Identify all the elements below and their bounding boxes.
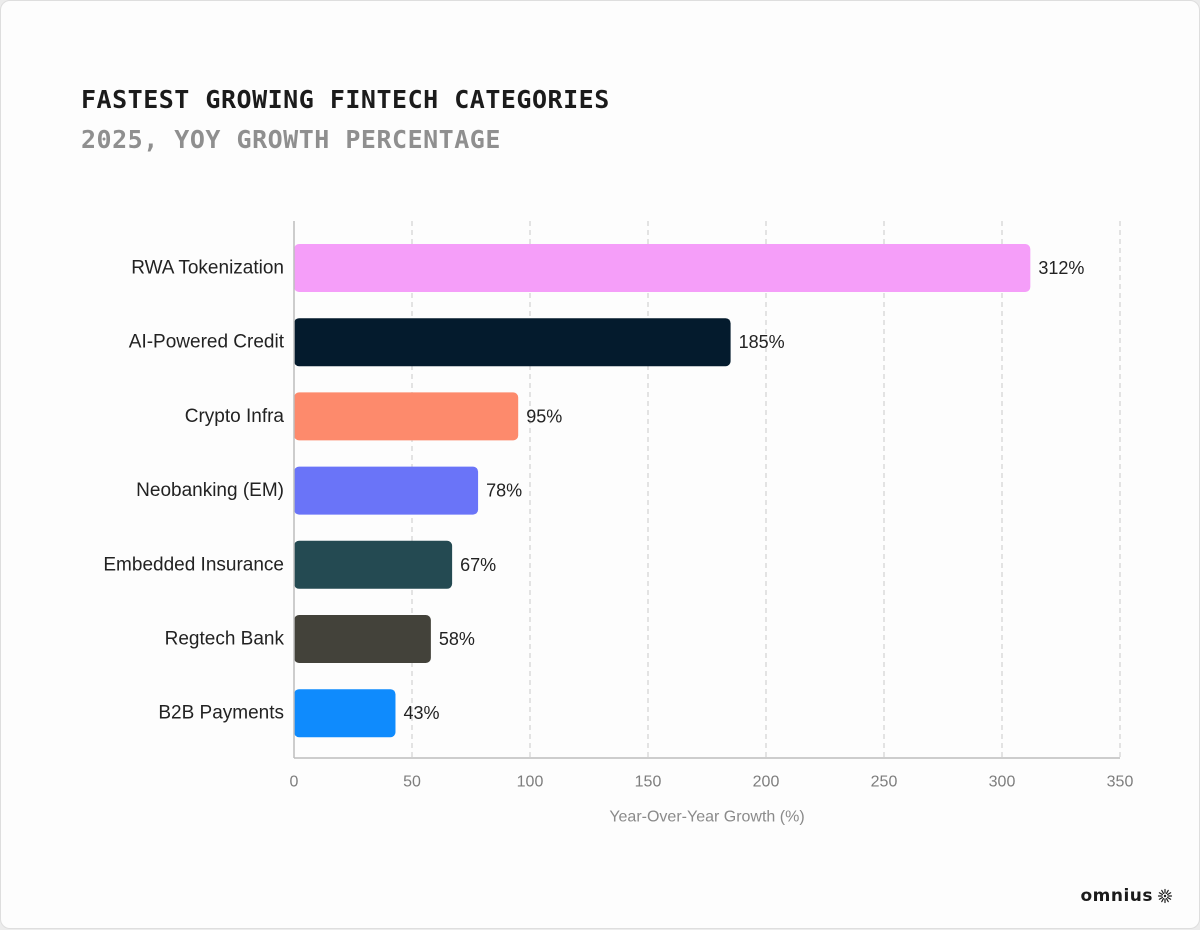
value-label-neobanking-em: 78% xyxy=(486,481,522,501)
category-label-regtech-bank: Regtech Bank xyxy=(165,629,285,650)
value-label-ai-powered-credit: 185% xyxy=(739,332,785,352)
category-label-crypto-infra: Crypto Infra xyxy=(185,406,285,427)
x-tick-label-150: 150 xyxy=(635,774,662,791)
bar-ai-powered-credit xyxy=(294,318,731,367)
value-label-regtech-bank: 58% xyxy=(439,629,475,649)
bar-embedded-insurance xyxy=(294,540,453,589)
bar-b2b-payments xyxy=(294,689,396,738)
sunburst-icon xyxy=(1157,888,1173,904)
bar-neobanking-em xyxy=(294,466,479,515)
x-tick-label-200: 200 xyxy=(753,774,780,791)
x-tick-label-100: 100 xyxy=(517,774,544,791)
x-tick-label-250: 250 xyxy=(871,774,898,791)
x-tick-label-0: 0 xyxy=(290,774,299,791)
logo-text: omnius xyxy=(1080,886,1153,906)
category-label-ai-powered-credit: AI-Powered Credit xyxy=(129,332,285,353)
x-axis-title: Year-Over-Year Growth (%) xyxy=(609,809,804,826)
value-label-embedded-insurance: 67% xyxy=(460,555,496,575)
x-tick-label-350: 350 xyxy=(1107,774,1134,791)
bar-rwa-tokenization xyxy=(294,244,1031,292)
chart-title: FASTEST GROWING FINTECH CATEGORIES xyxy=(81,85,610,114)
category-label-rwa-tokenization: RWA Tokenization xyxy=(131,258,284,279)
brand-logo: omnius xyxy=(1080,886,1173,906)
x-tick-label-300: 300 xyxy=(989,774,1016,791)
value-label-b2b-payments: 43% xyxy=(403,703,439,723)
category-label-b2b-payments: B2B Payments xyxy=(158,703,284,724)
category-label-embedded-insurance: Embedded Insurance xyxy=(103,554,284,575)
bar-regtech-bank xyxy=(294,615,431,663)
bar-crypto-infra xyxy=(294,392,519,441)
value-label-rwa-tokenization: 312% xyxy=(1038,258,1084,278)
chart-subtitle: 2025, YOY GROWTH PERCENTAGE xyxy=(81,125,501,154)
x-tick-label-50: 50 xyxy=(403,774,421,791)
value-label-crypto-infra: 95% xyxy=(526,406,562,426)
category-label-neobanking-em: Neobanking (EM) xyxy=(136,480,284,501)
